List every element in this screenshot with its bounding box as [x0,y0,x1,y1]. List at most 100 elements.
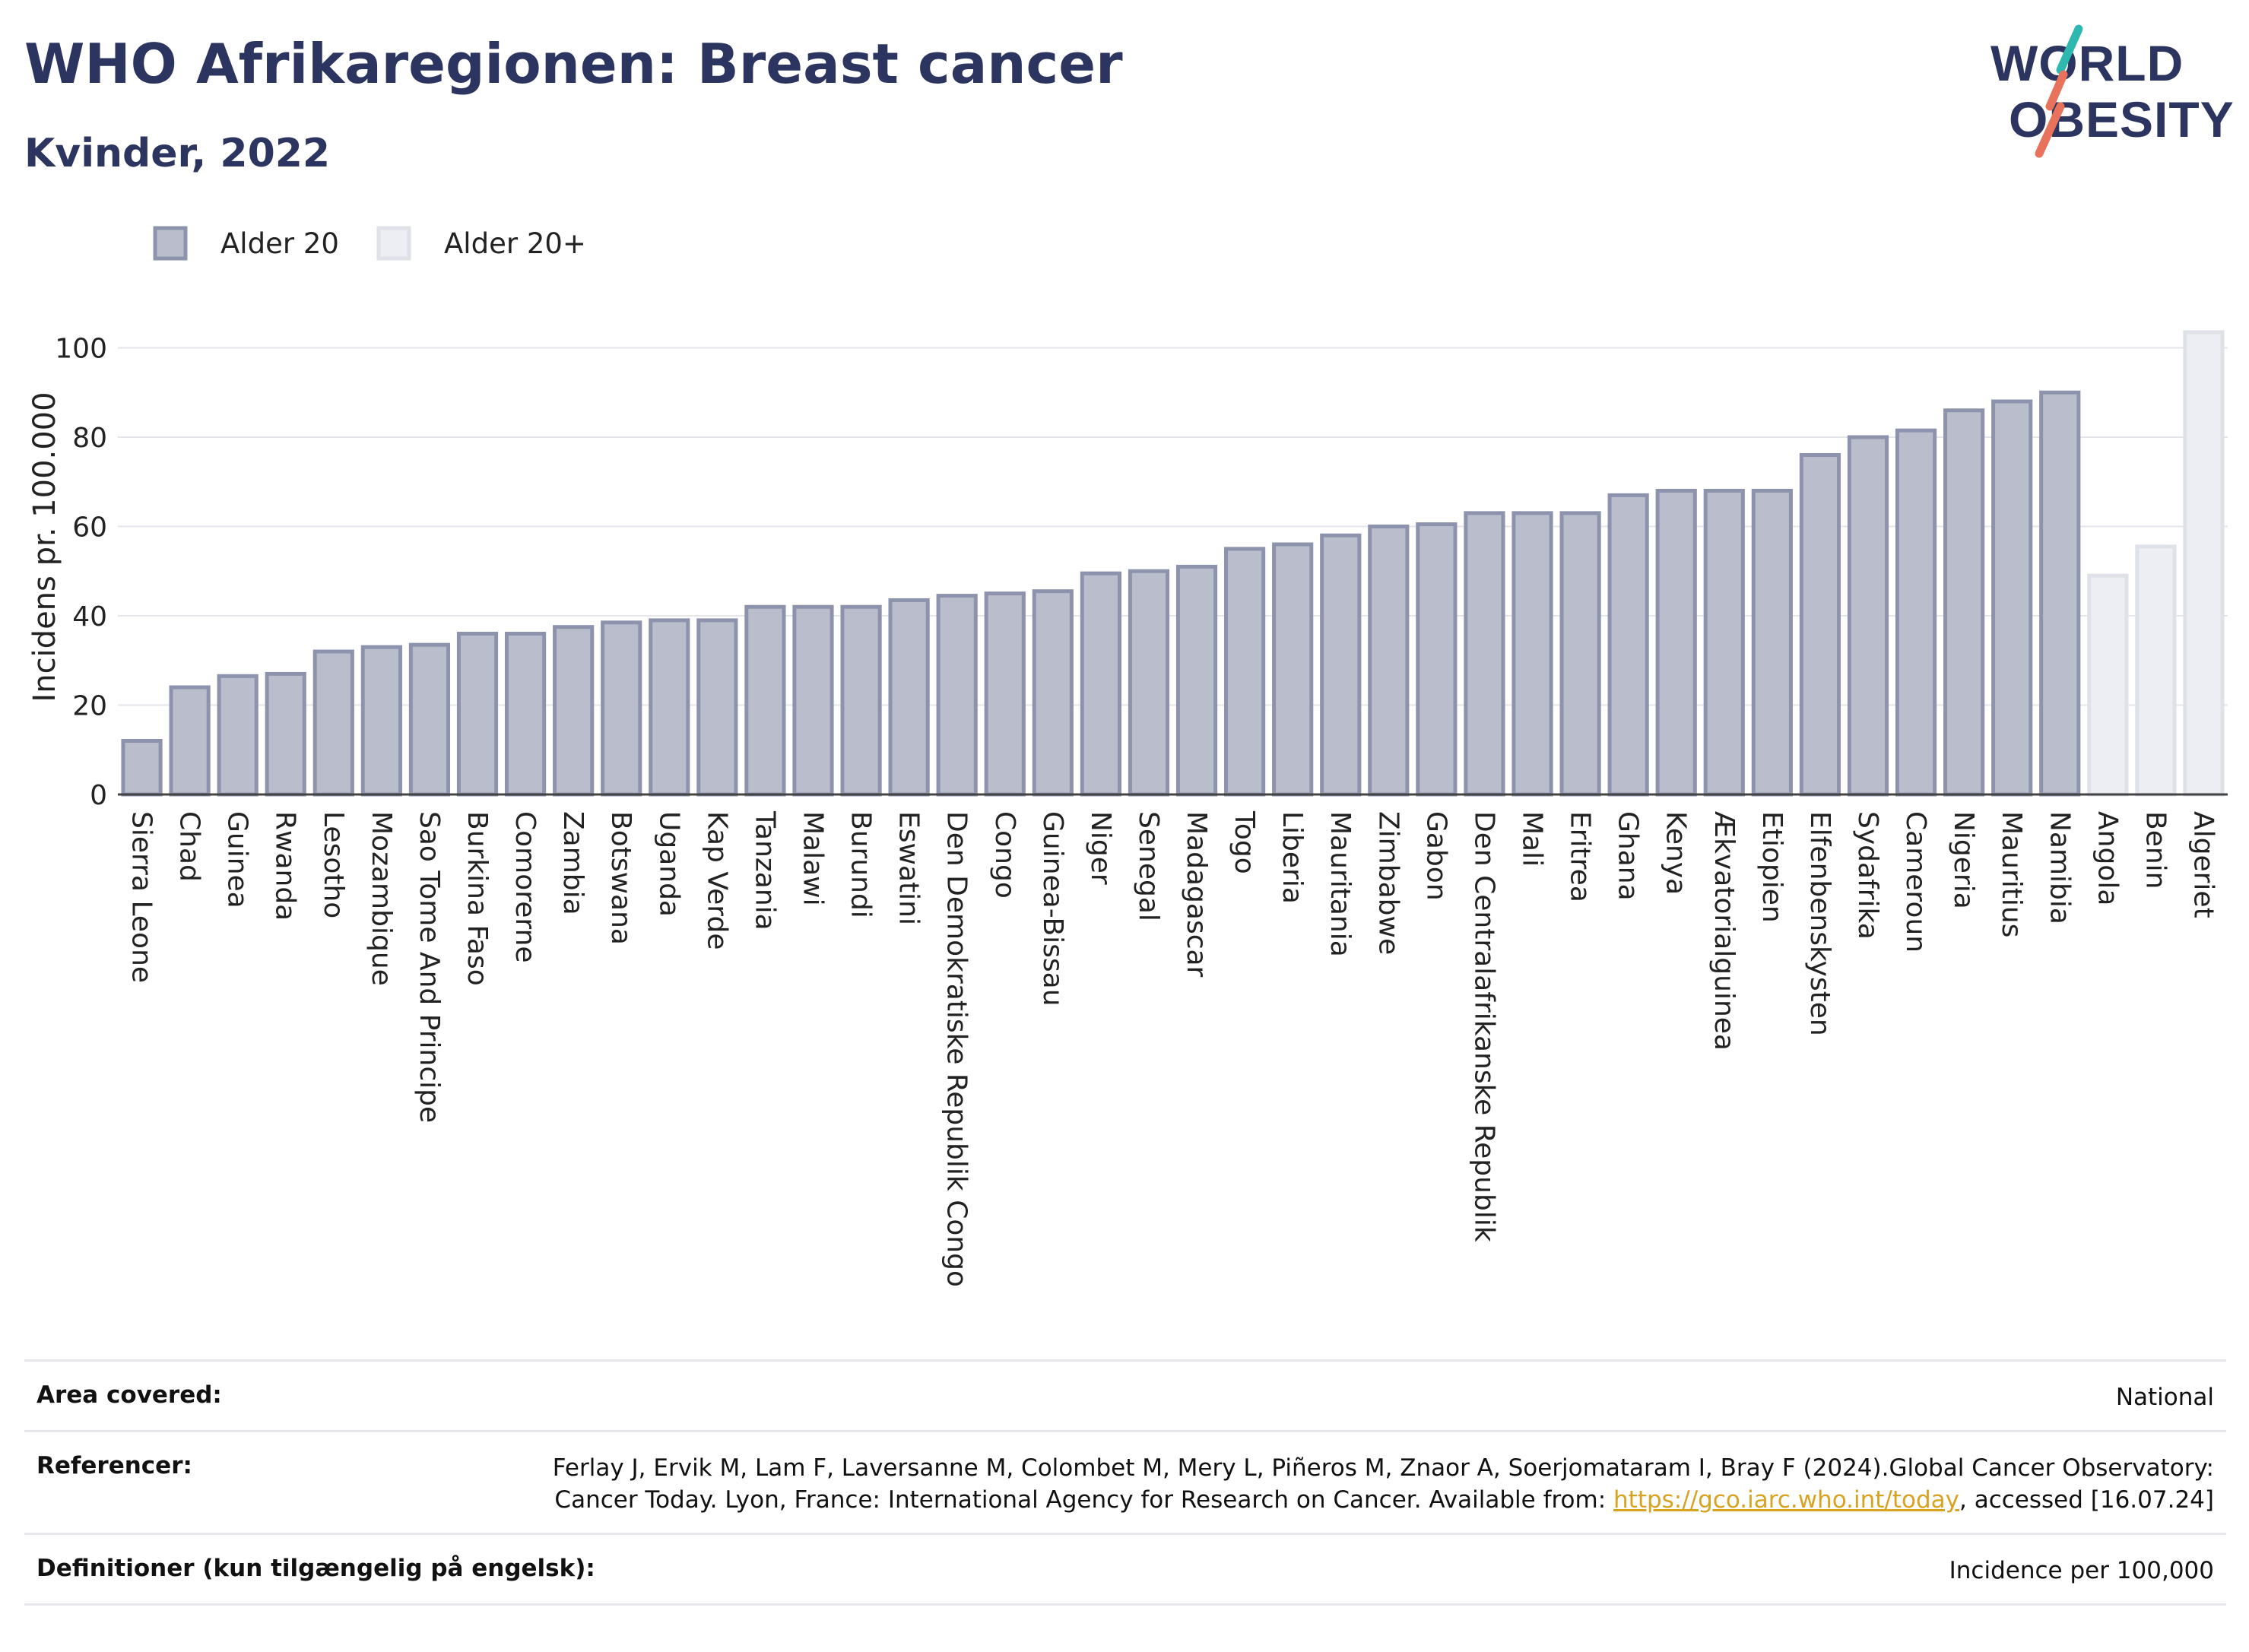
x-tick-label: Uganda [653,811,684,917]
references-text: Ferlay J, Ervik M, Lam F, Laversanne M, … [552,1454,2214,1514]
x-tick-label: Namibia [2044,811,2075,924]
y-axis-label: Incidens pr. 100.000 [27,392,62,702]
world-obesity-logo: WORLD OBESITY [1990,24,2234,158]
references-link[interactable]: https://gco.iarc.who.int/today [1613,1486,1959,1514]
bar [1751,489,1793,797]
x-tick-label: Gabon [1420,811,1451,901]
bar [1943,408,1985,797]
x-tick-label: Mali [1517,811,1548,867]
bar [1080,571,1121,797]
x-tick-label: Cameroun [1900,811,1931,953]
x-tick-label: Togo [1229,810,1260,874]
bar [504,632,547,797]
bar [1416,522,1458,797]
bar [169,685,211,797]
bar [1224,547,1266,797]
meta-row-references: Referencer: Ferlay J, Ervik M, Lam F, La… [24,1430,2226,1533]
x-tick-label: Etiopien [1756,811,1787,923]
bar [1128,569,1170,797]
definitions-label: Definitioner (kun tilgængelig på engelsk… [36,1555,595,1582]
x-tick-label: Eswatini [893,811,925,925]
bar [840,604,882,797]
x-tick-label: Congo [989,811,1020,899]
x-tick-label: Madagascar [1181,811,1212,978]
bar [1464,511,1505,797]
x-tick-label: Eritrea [1565,811,1596,902]
x-tick-label: Mauritania [1324,811,1356,957]
bar [2183,330,2225,797]
x-tick-label: Den Centralafrikanske Republik [1468,811,1499,1242]
bar [1175,564,1218,797]
x-tick-label: Den Demokratiske Republik Congo [941,811,972,1287]
x-tick-label: Zambia [557,811,588,915]
bar [360,645,402,797]
x-tick-label: Ækvatorialguinea [1708,811,1740,1051]
bar [121,739,163,797]
bar [1703,489,1745,797]
x-tick-label: Kenya [1661,811,1692,895]
bar [1655,489,1697,797]
bar [1799,453,1841,797]
meta-row-area: Area covered: National [24,1359,2226,1430]
area-value: National [2115,1384,2214,1411]
bar [936,594,978,797]
x-tick-label: Burkina Faso [462,811,493,986]
x-tick-label: Algeriet [2187,811,2219,918]
references-value: Ferlay J, Ervik M, Lam F, Laversanne M, … [541,1452,2214,1516]
references-label: Referencer: [36,1452,192,1479]
area-label: Area covered: [36,1381,222,1409]
bar [1847,435,1889,797]
x-tick-label: Guinea-Bissau [1037,811,1068,1007]
page-title: WHO Afrikaregionen: Breast cancer [24,32,1123,96]
bar [1320,533,1362,797]
x-tick-label: Botswana [605,811,636,945]
y-tick-label: 100 [55,334,107,365]
x-tick-label: Sierra Leone [126,811,157,983]
logo-slash-teal [2056,24,2083,75]
y-tick-label: 60 [72,512,107,544]
bar [792,604,834,797]
x-tick-label: Mauritius [1996,811,2027,937]
bar-chart: 0 20 40 60 80 100 Incidens pr. 100.000 Sierra L… [27,226,2228,1287]
x-tick-label: Malawi [797,811,828,906]
x-tick-label: Zimbabwe [1372,811,1404,955]
bar [1895,428,1937,797]
bar [601,620,642,797]
meta-row-definitions: Definitioner (kun tilgængelig på engelsk… [24,1533,2226,1606]
bar [408,642,451,797]
legend-label: Alder 20+ [444,227,586,260]
logo-line-1: WORLD [1990,35,2184,91]
x-tick-label: Chad [174,811,205,882]
bar [888,598,930,797]
bar [744,604,786,797]
x-tick-label: Elfenbenskysten [1804,811,1835,1036]
bar [1511,511,1553,797]
logo-slash-coral [2035,102,2065,158]
x-tick-label: Comorerne [509,811,541,963]
x-tick-label: Sao Tome And Principe [414,811,445,1123]
y-tick-label: 80 [72,423,107,454]
logo-slash-mid [2045,70,2068,111]
x-tick-label: Kap Verde [701,811,732,950]
x-tick-label: Guinea [222,811,253,908]
bar [217,674,259,797]
bar [456,632,499,797]
y-tick-label: 40 [72,601,107,633]
bar [265,671,306,797]
bar [1032,589,1074,797]
bar [1559,511,1601,797]
x-tick-label: Burundi [845,811,877,918]
x-tick-label: Lesotho [318,811,349,918]
bar [1272,542,1314,797]
x-tick-label: Sydafrika [1852,811,1883,940]
legend-swatch [153,226,188,261]
legend-swatch [376,226,411,261]
x-tick-label: Nigeria [1948,811,1979,909]
x-tick-label: Senegal [1133,811,1164,921]
legend-label: Alder 20 [220,227,339,260]
bar [984,591,1026,797]
x-tick-label: Mozambique [366,811,397,986]
x-tick-label: Tanzania [749,810,780,931]
bar [649,618,690,797]
bar [1607,493,1649,797]
